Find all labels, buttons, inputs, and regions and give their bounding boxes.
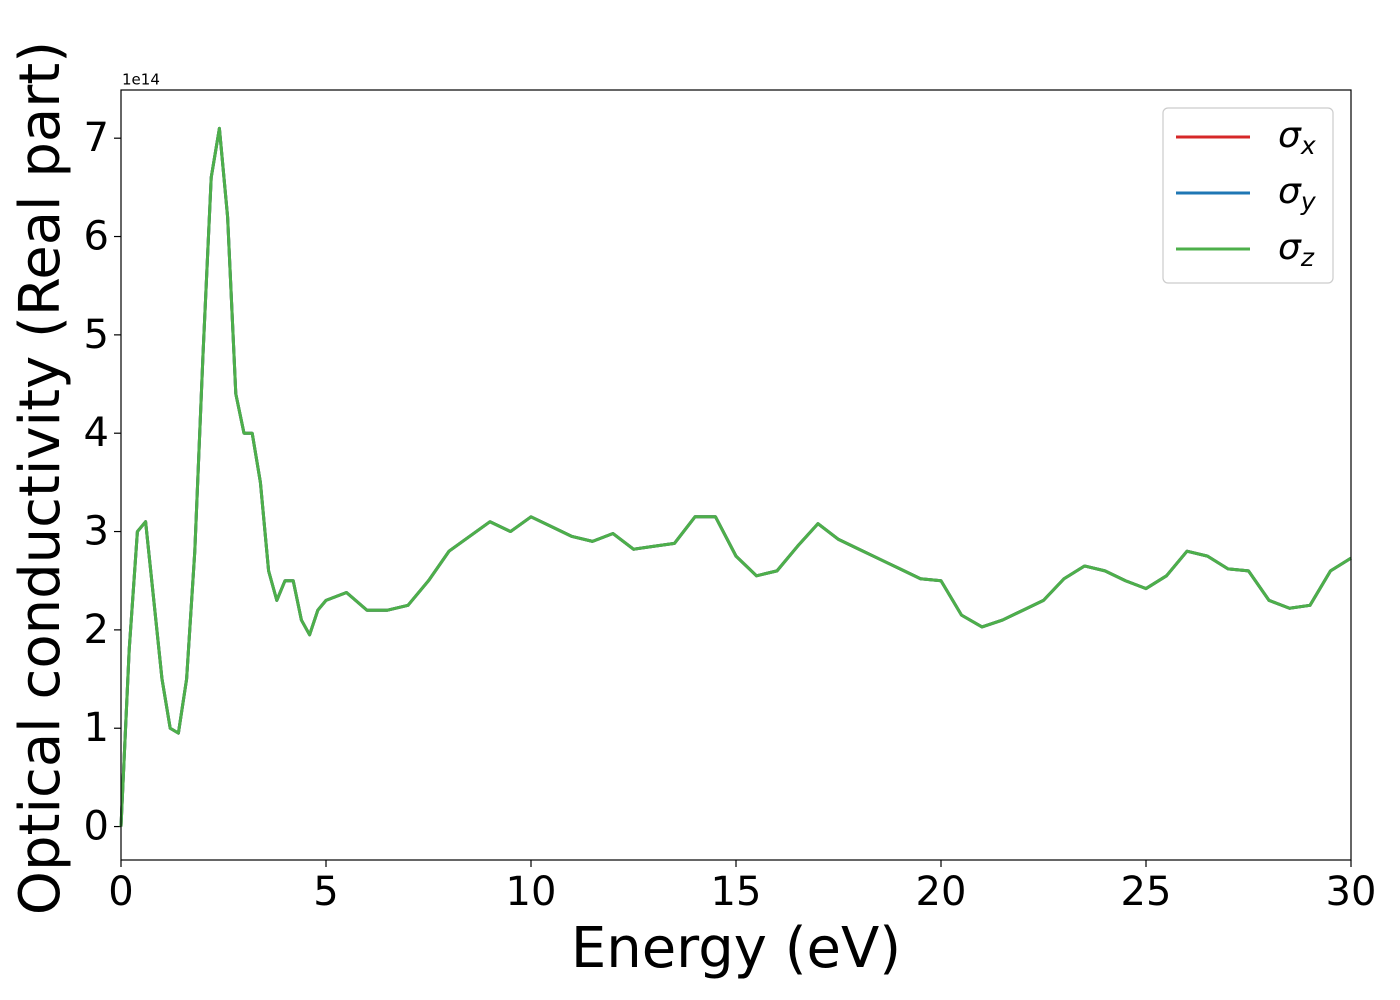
y-tick-label: 3 [84,509,109,555]
y-tick-label: 6 [84,214,109,260]
x-tick-label: 10 [506,869,557,915]
legend-label: σy [1278,171,1317,216]
legend-box [1162,107,1334,284]
x-tick-label: 0 [108,869,133,915]
x-tick-label: 25 [1121,869,1172,915]
y-tick-label: 1 [84,705,109,751]
y-tick-label: 2 [84,607,109,653]
x-tick-label: 15 [711,869,762,915]
y-tick-label: 4 [84,410,109,456]
legend-label: σz [1278,227,1315,272]
y-axis-label: Optical conductivity (Real part) [8,41,73,915]
y-tick-label: 5 [84,312,109,358]
data-line [119,126,1352,827]
y-tick-label: 0 [84,804,109,850]
x-tick-label: 20 [916,869,967,915]
x-tick-label: 5 [313,869,338,915]
x-axis-label: Energy (eV) [571,916,901,981]
plot-frame [120,89,1352,861]
legend-label: σx [1278,115,1316,160]
offset-text: 1e14 [122,71,160,89]
y-tick-label: 7 [84,115,109,161]
x-tick-label: 30 [1326,869,1377,915]
